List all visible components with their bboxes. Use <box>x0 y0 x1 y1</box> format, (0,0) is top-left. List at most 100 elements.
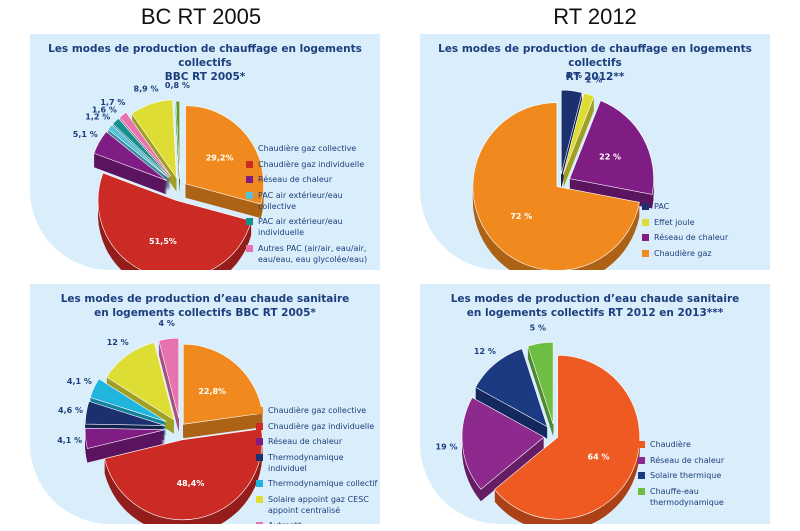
legend-swatch <box>256 480 263 487</box>
pie-slice-reseau-de-chaleur <box>569 100 654 195</box>
pie-slice-reseau-de-chaleur <box>461 397 545 490</box>
data-label-thermodynamique-individuel: 4,6 % <box>58 406 83 415</box>
legend-label: Réseau de chaleur <box>268 437 343 446</box>
legend-label: Autres** <box>268 520 380 524</box>
legend-item-autres: Autres** <box>256 520 380 524</box>
legend-label: Effet joule <box>258 269 380 270</box>
data-label-chaudiere: 64 % <box>588 453 610 462</box>
legend-item-chaudiere-gaz-individuelle: Chaudière gaz individuelle <box>256 421 380 432</box>
legend-item-reseau-de-chaleur: Réseau de chaleur <box>256 436 380 447</box>
chart-title: Les modes de production de chauffage en … <box>420 42 770 84</box>
data-label-effet-joule: 2 % <box>586 75 602 84</box>
data-label-pac-air-exterieur-eau-individuelle: 1,6 % <box>92 106 117 115</box>
data-label-pac-air-exterieur-eau-collective: 1,2 % <box>85 112 110 121</box>
legend-label: Chaudière gaz individuelle <box>258 159 365 169</box>
legend: PAC Effet joule Réseau de chaleur Chaudière… <box>642 201 728 263</box>
legend: Chaudière gaz collective Chaudière gaz in… <box>246 143 380 270</box>
pie-slice-pac-air-exterieur-eau-collective <box>107 124 169 179</box>
legend: Chaudière gaz collective Chaudière gaz in… <box>256 405 380 524</box>
chart-title-line-1: Les modes de production de chauffage en … <box>48 43 362 69</box>
panel-chauffage-bbc-rt2005: Les modes de production de chauffage en … <box>30 34 380 270</box>
pie-slice-chaudiere-gaz-collective <box>182 343 263 425</box>
legend-swatch <box>246 191 253 199</box>
legend-swatch <box>256 422 263 430</box>
data-label-thermodynamique-collectif: 4,1 % <box>67 377 92 386</box>
legend-item-reseau-de-chaleur: Réseau de chaleur <box>638 455 770 466</box>
legend-swatch <box>638 456 645 464</box>
legend-item-chaudiere-gaz-collective: Chaudière gaz collective <box>256 405 380 416</box>
pie-slice-thermodynamique-collectif <box>89 378 167 422</box>
chart-title: Les modes de production d’eau chaude san… <box>420 292 770 320</box>
legend-label: Chaudière gaz collective <box>268 406 367 415</box>
data-label-autres: 4 % <box>159 319 175 328</box>
pie-slice-effet-joule <box>562 92 595 175</box>
heading-bc-rt-2005: BC RT 2005 <box>140 4 262 29</box>
data-label-chauffe-eau-thermodynamique: 5 % <box>530 323 546 332</box>
legend: Chaudière Réseau de chaleur Solaire thermi… <box>638 439 770 512</box>
legend-label: eau/eau, eau glycolée/eau) <box>258 254 368 264</box>
legend-swatch <box>642 234 649 241</box>
legend-label: Chaudière <box>650 440 691 449</box>
legend-label: Autres PAC (air/air, eau/air, <box>258 243 367 253</box>
legend-item-solaire-appoint-gaz-cesc-appoint-centralise: Solaire appoint gaz CESC appoint centrali… <box>256 494 380 516</box>
legend-item-pac: PAC <box>642 201 728 212</box>
legend-label: Chaudière gaz <box>654 248 712 258</box>
legend-swatch <box>246 176 253 183</box>
legend-swatch <box>256 407 263 414</box>
legend-label: Solaire thermique <box>650 471 722 480</box>
chart-title-line-1: Les modes de production d’eau chaude san… <box>60 293 350 305</box>
data-label-autres-pac-air-air-eau-air-eau-eau-eau-glycolee-eau: 1,7 % <box>100 98 125 107</box>
pie-slice-autres-pac-air-air-eau-air-eau-eau-eau-glycolee-eau <box>119 111 172 177</box>
data-label-chaudiere-bois-collective: 0,8 % <box>165 81 190 90</box>
chart-title: Les modes de production d’eau chaude san… <box>30 292 380 320</box>
legend-swatch <box>246 218 253 225</box>
legend-item-reseau-de-chaleur: Réseau de chaleur <box>642 232 728 243</box>
data-label-pac: 4 % <box>566 71 582 80</box>
pie-chart-ecs-rt2012: 64 % 19 % 12 % 5 % <box>436 323 640 524</box>
legend-item-chaudiere-gaz-collective: Chaudière gaz collective <box>246 143 380 154</box>
pie-slice-chaudiere-gaz-individuelle <box>97 172 252 270</box>
pie-slice-pac <box>560 89 583 175</box>
legend-swatch <box>642 203 649 210</box>
legend-item-thermodynamique-individuel: Thermodynamique individuel <box>256 452 380 474</box>
legend-label: Thermodynamique individuel <box>268 452 344 473</box>
legend-label: PAC air extérieur/eau collective <box>258 190 343 211</box>
data-label-chaudiere-gaz-individuelle: 48,4% <box>177 479 205 488</box>
legend-swatch <box>256 522 263 524</box>
pie-slice-reseau-de-chaleur <box>84 427 166 449</box>
pie-slice-effet-joule <box>131 99 177 179</box>
pie-slice-chaudiere-gaz <box>472 102 640 270</box>
data-label-reseau-de-chaleur: 22 % <box>599 152 621 161</box>
legend-item-pac-air-exterieur-eau-collective: PAC air extérieur/eau collective <box>246 190 380 212</box>
chart-title-line-2: BBC RT 2005* <box>164 71 246 83</box>
legend-item-chauffe-eau-thermodynamique: Chauffe-eau thermodynamique <box>638 486 770 508</box>
legend-label: Thermodynamique collectif <box>268 479 378 488</box>
legend-item-chaudiere: Chaudière <box>638 439 770 450</box>
legend-swatch <box>642 218 649 226</box>
legend-swatch <box>638 472 645 479</box>
chart-title-line-2: en logements collectifs BBC RT 2005* <box>94 307 316 319</box>
legend-item-thermodynamique-collectif: Thermodynamique collectif <box>256 478 380 489</box>
legend-label: Réseau de chaleur <box>258 175 333 184</box>
legend-item-autres-pac-air-air-eau-air-eau-eau-eau-glycolee-eau: Autres PAC (air/air, eau/air, eau/eau, ea… <box>246 243 380 265</box>
data-label-chaudiere-gaz-collective: 22,8% <box>198 387 226 396</box>
panel-ecs-rt2012: Les modes de production d’eau chaude san… <box>420 284 770 524</box>
legend-swatch <box>256 453 263 461</box>
chart-title-line-2: RT 2012** <box>565 71 625 83</box>
pie-slice-autres <box>158 337 180 419</box>
pie-slice-pac-air-exterieur-eau-individuelle <box>112 117 170 178</box>
chart-title-line-1: Les modes de production d’eau chaude san… <box>450 293 740 305</box>
pie-slice-chaudiere-gaz-collective <box>185 105 264 205</box>
legend-swatch <box>256 495 263 503</box>
legend-label: Chaudière gaz individuelle <box>268 421 375 431</box>
legend-label: Chaudière gaz collective <box>258 144 357 153</box>
panel-chauffage-rt2012: Les modes de production de chauffage en … <box>420 34 770 270</box>
legend-label: PAC air extérieur/eau individuelle <box>258 217 343 237</box>
panel-ecs-bbc-rt2005: Les modes de production d’eau chaude san… <box>30 284 380 524</box>
pie-chart-ecs-bbc-rt2005: 22,8% 48,4% 4,1 % 4,6 % 4,1 % 12 % 4 % <box>57 319 263 524</box>
chart-title-line-2: en logements collectifs RT 2012 en 2013*… <box>466 307 724 319</box>
legend-label: Chauffe-eau thermodynamique <box>650 486 724 507</box>
legend-item-solaire-thermique: Solaire thermique <box>638 470 770 481</box>
legend-item-pac-air-exterieur-eau-individuelle: PAC air extérieur/eau individuelle <box>246 216 380 238</box>
pie-slice-thermodynamique-individuel <box>84 400 166 426</box>
